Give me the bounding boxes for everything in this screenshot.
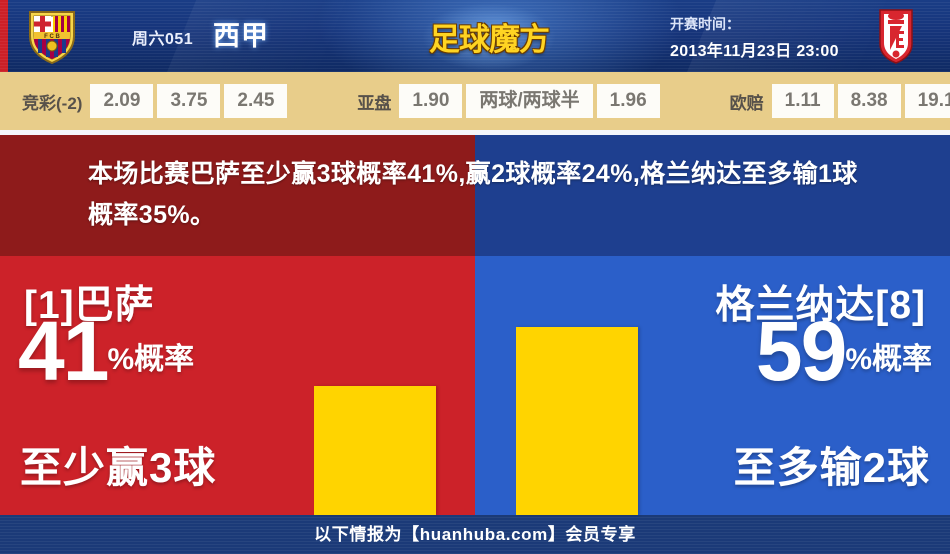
odds-cell[interactable]: 2.09 <box>90 84 154 118</box>
footer-scanline-texture <box>0 515 950 554</box>
odds-cell[interactable]: 3.75 <box>157 84 221 118</box>
bar-home <box>314 386 436 515</box>
odds-group-label: 欧赔 <box>729 93 764 113</box>
league-name: 西甲 <box>213 21 269 51</box>
summary-banner-left-fill <box>0 135 475 256</box>
away-outcome: 至多输2球 <box>733 444 930 491</box>
svg-text:F C B: F C B <box>44 34 60 40</box>
odds-cell[interactable]: 两球/两球半 <box>466 84 593 118</box>
away-probability: 59 %概率 <box>755 304 932 398</box>
odds-group-european: 欧赔 1.11 8.38 19.14 <box>730 84 950 118</box>
away-team-name: 格兰纳达[8] <box>715 284 926 327</box>
footer-bar: 以下情报为【huanhuba.com】会员专享 <box>0 515 950 554</box>
home-outcome: 至少赢3球 <box>20 444 217 491</box>
footer-notice: 以下情报为【huanhuba.com】会员专享 <box>314 525 636 544</box>
summary-text: 本场比赛巴萨至少赢3球概率41%,赢2球概率24%,格兰纳达至多输1球概率35%… <box>88 160 858 229</box>
fc-barcelona-crest-icon: F C B <box>29 11 75 65</box>
odds-cell[interactable]: 1.90 <box>399 84 463 118</box>
odds-group-jingcai: 竞彩(-2) 2.09 3.75 2.45 <box>22 84 291 118</box>
header-bar: F C B 周六051 西甲 足球魔方 开赛时间： 2013年11月23日 23… <box>0 0 950 72</box>
home-team-name: [1]巴萨 <box>24 284 155 327</box>
kickoff-label: 开赛时间： <box>670 16 740 32</box>
odds-divider <box>0 130 950 135</box>
home-probability-value: 41 <box>18 304 109 398</box>
odds-cell[interactable]: 8.38 <box>837 84 901 118</box>
away-probability-value: 59 <box>755 304 847 398</box>
odds-cell[interactable]: 1.96 <box>596 84 660 118</box>
probability-chart: [1]巴萨 41 %概率 至少赢3球 格兰纳达[8] 59 %概率 至多输2球 <box>0 256 950 515</box>
kickoff-time: 2013年11月23日 23:00 <box>670 43 839 60</box>
odds-bar: 竞彩(-2) 2.09 3.75 2.45 亚盘 1.90 两球/两球半 1.9… <box>0 72 950 130</box>
odds-cell[interactable]: 2.45 <box>224 84 288 118</box>
summary-banner-right-fill <box>475 135 950 256</box>
granada-cf-crest-icon <box>879 9 913 64</box>
odds-group-asian-handicap: 亚盘 1.90 两球/两球半 1.96 <box>357 84 663 118</box>
summary-banner: 本场比赛巴萨至少赢3球概率41%,赢2球概率24%,格兰纳达至多输1球概率35%… <box>0 135 950 256</box>
bar-away <box>516 327 638 515</box>
away-probability-suffix: %概率 <box>845 343 932 376</box>
brand-logo-text: 足球魔方 <box>429 22 550 57</box>
brand-glow <box>394 0 584 72</box>
odds-group-label: 竞彩(-2) <box>22 93 83 113</box>
brand-logo[interactable]: 足球魔方 <box>394 0 584 72</box>
match-number: 周六051 <box>132 31 194 48</box>
odds-cell[interactable]: 1.11 <box>771 84 834 118</box>
home-probability-suffix: %概率 <box>107 343 195 376</box>
odds-cell[interactable]: 19.14 <box>904 84 950 118</box>
odds-group-label: 亚盘 <box>357 93 392 113</box>
home-probability: 41 %概率 <box>18 304 195 398</box>
